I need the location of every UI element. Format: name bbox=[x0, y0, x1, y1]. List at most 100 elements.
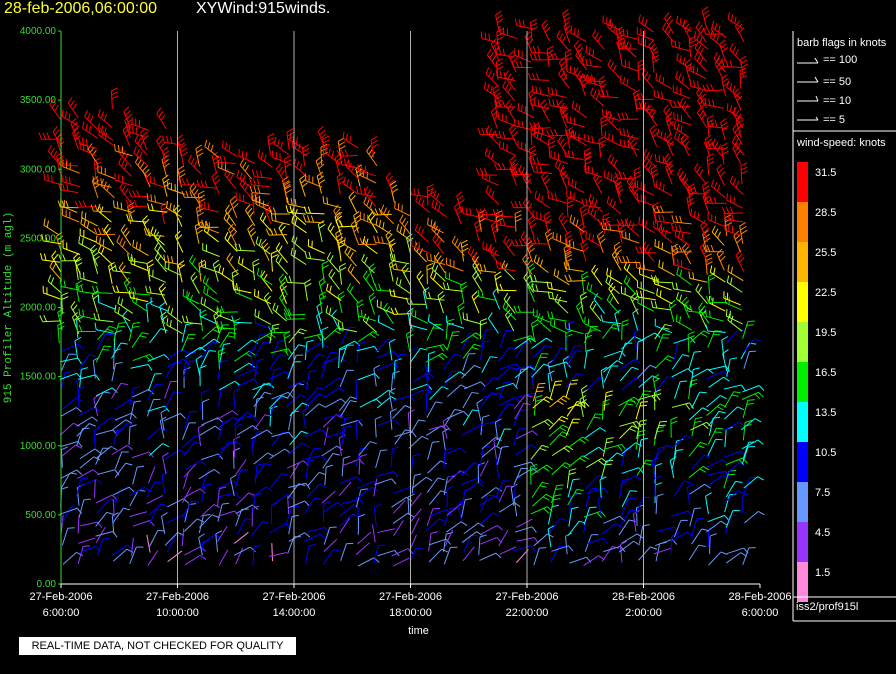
wind-barb bbox=[252, 262, 256, 281]
wind-barb bbox=[673, 91, 691, 99]
wind-barb-feather bbox=[321, 326, 329, 331]
wind-barb bbox=[426, 266, 428, 285]
wind-barb-feather bbox=[340, 149, 345, 157]
wind-barb-feather bbox=[475, 263, 479, 271]
wind-barb-feather bbox=[702, 84, 707, 92]
wind-barb bbox=[513, 394, 527, 410]
wind-barb bbox=[388, 342, 393, 361]
wind-barb-feather bbox=[316, 334, 322, 342]
wind-barb-feather bbox=[700, 220, 706, 226]
wind-barb bbox=[583, 510, 602, 518]
wind-barb-feather bbox=[598, 234, 605, 240]
wind-barb bbox=[348, 196, 358, 214]
wind-barb-feather bbox=[507, 403, 515, 406]
wind-barb-feather bbox=[42, 132, 46, 140]
wind-barb bbox=[60, 469, 77, 479]
wind-barb-feather bbox=[141, 131, 148, 137]
wind-barb-feather bbox=[582, 246, 589, 252]
wind-barb bbox=[733, 235, 742, 253]
wind-barb bbox=[550, 104, 569, 110]
wind-barb-feather bbox=[260, 270, 263, 278]
wind-barb-feather bbox=[528, 156, 532, 164]
wind-barb-feather bbox=[505, 99, 511, 107]
wind-barb-feather bbox=[260, 152, 264, 160]
wind-barb-feather bbox=[427, 184, 434, 188]
wind-barb-feather bbox=[326, 252, 331, 259]
wind-barb-feather bbox=[224, 168, 229, 175]
wind-barb bbox=[463, 522, 479, 535]
wind-barb-feather bbox=[671, 243, 679, 248]
wind-barb bbox=[147, 550, 159, 566]
wind-barb-feather bbox=[263, 154, 267, 162]
wind-barb bbox=[551, 545, 569, 552]
wind-barb bbox=[409, 508, 422, 524]
wind-barb bbox=[724, 429, 727, 448]
wind-barb-feather bbox=[512, 162, 519, 169]
wind-barb bbox=[287, 344, 299, 360]
wind-barb-feather bbox=[559, 434, 567, 438]
wind-barb-feather bbox=[640, 297, 643, 305]
wind-barb-feather bbox=[424, 291, 428, 299]
wind-barb bbox=[726, 199, 744, 209]
wind-barb-feather bbox=[114, 304, 117, 312]
wind-barb-feather bbox=[128, 210, 136, 215]
wind-barb bbox=[162, 179, 168, 197]
wind-barb bbox=[675, 77, 690, 90]
legend-background bbox=[792, 31, 896, 621]
wind-barb-feather bbox=[242, 161, 247, 169]
wind-barb bbox=[201, 341, 213, 358]
wind-barb bbox=[708, 411, 720, 427]
wind-barb bbox=[532, 383, 539, 402]
wind-barb bbox=[76, 416, 93, 427]
wind-barb bbox=[96, 333, 106, 351]
wind-barb-feather bbox=[612, 546, 620, 549]
wind-barb bbox=[355, 448, 361, 467]
wind-barb bbox=[270, 369, 275, 388]
wind-barb bbox=[578, 226, 584, 245]
wind-barb bbox=[548, 317, 567, 322]
wind-barb-feather bbox=[201, 220, 205, 228]
wind-barb bbox=[218, 327, 237, 330]
wind-barb bbox=[547, 373, 551, 392]
wind-barb bbox=[323, 538, 338, 553]
wind-barb bbox=[323, 387, 340, 399]
wind-barb-feather bbox=[634, 174, 642, 179]
wind-barb-feather bbox=[493, 228, 500, 234]
wind-barb-feather bbox=[727, 264, 730, 272]
wind-barb-feather bbox=[534, 190, 537, 198]
wind-barb bbox=[82, 128, 99, 139]
wind-barb-feather bbox=[200, 180, 204, 188]
wind-barb-feather bbox=[279, 281, 286, 288]
wind-barb-feather bbox=[39, 252, 43, 261]
wind-barb-feather bbox=[676, 123, 680, 131]
wind-barb-feather bbox=[502, 300, 507, 308]
wind-barb-feather bbox=[705, 295, 710, 303]
wind-barb-feather bbox=[317, 353, 325, 357]
wind-barb-feather bbox=[613, 241, 621, 247]
wind-barb-feather bbox=[635, 101, 638, 109]
wind-barb bbox=[322, 549, 334, 565]
wind-barb-feather bbox=[700, 93, 706, 100]
wind-barb-feather bbox=[142, 215, 148, 221]
wind-barb-feather bbox=[626, 264, 631, 271]
wind-barb-feather bbox=[275, 254, 280, 262]
wind-barb bbox=[317, 224, 323, 243]
wind-barb-feather bbox=[703, 454, 711, 458]
wind-barb-feather bbox=[662, 156, 665, 164]
wind-barb bbox=[740, 418, 756, 431]
wind-barb bbox=[142, 220, 151, 238]
wind-barb-feather bbox=[693, 186, 697, 194]
wind-barb bbox=[376, 289, 395, 292]
wind-barb bbox=[723, 470, 730, 489]
wind-barb bbox=[239, 164, 253, 180]
wind-barb bbox=[566, 70, 584, 79]
wind-barb-feather bbox=[725, 206, 730, 214]
wind-barb-feather bbox=[580, 78, 588, 84]
wind-barb-feather bbox=[612, 200, 616, 208]
wind-barb-feather bbox=[634, 328, 641, 333]
wind-barb-feather bbox=[102, 239, 105, 247]
wind-barb-feather bbox=[495, 445, 502, 450]
wind-barb bbox=[603, 360, 618, 373]
wind-barb-feather bbox=[674, 245, 679, 253]
wind-barb-feather bbox=[547, 533, 554, 538]
